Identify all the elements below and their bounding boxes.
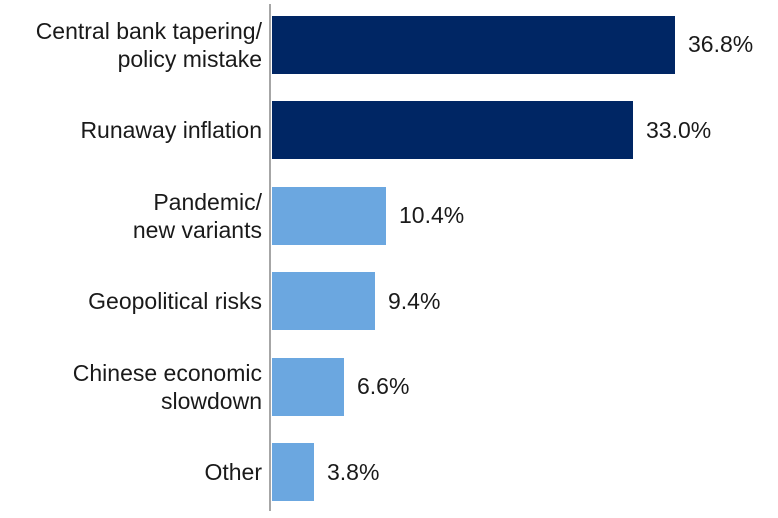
category-label: Central bank tapering/ policy mistake bbox=[35, 17, 262, 72]
value-label: 10.4% bbox=[399, 202, 465, 229]
bar bbox=[272, 357, 344, 416]
category-label: Geopolitical risks bbox=[88, 288, 262, 315]
value-label: 9.4% bbox=[388, 287, 441, 314]
value-label: 6.6% bbox=[357, 373, 410, 400]
bar bbox=[272, 272, 375, 331]
bar-row: Geopolitical risks 9.4% bbox=[0, 259, 778, 345]
bar bbox=[272, 15, 675, 74]
bar-area: 6.6% bbox=[272, 357, 410, 416]
value-label: 3.8% bbox=[327, 458, 380, 485]
category-label: Runaway inflation bbox=[80, 117, 262, 144]
bar-area: 3.8% bbox=[272, 443, 380, 502]
bar-row: Central bank tapering/ policy mistake 36… bbox=[0, 2, 778, 88]
bar-area: 33.0% bbox=[272, 101, 712, 160]
bar bbox=[272, 101, 633, 160]
bar-row: Pandemic/ new variants 10.4% bbox=[0, 173, 778, 259]
category-label: Pandemic/ new variants bbox=[132, 188, 262, 243]
category-label: Other bbox=[204, 459, 262, 486]
bar bbox=[272, 443, 314, 502]
bar-row: Runaway inflation 33.0% bbox=[0, 88, 778, 174]
category-label: Chinese economic slowdown bbox=[72, 359, 262, 414]
bar-area: 36.8% bbox=[272, 15, 754, 74]
bar bbox=[272, 186, 386, 245]
bar-row: Chinese economic slowdown 6.6% bbox=[0, 344, 778, 430]
bar-area: 9.4% bbox=[272, 272, 441, 331]
bar-row: Other 3.8% bbox=[0, 430, 778, 516]
bar-area: 10.4% bbox=[272, 186, 465, 245]
y-axis-line bbox=[269, 4, 271, 511]
value-label: 33.0% bbox=[646, 116, 712, 143]
value-label: 36.8% bbox=[688, 31, 754, 58]
